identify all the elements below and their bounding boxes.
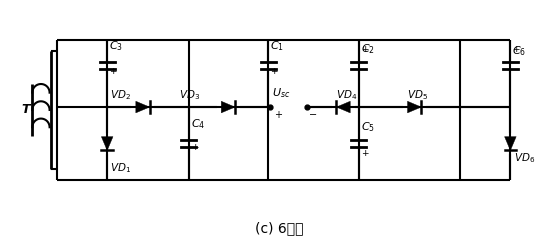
- Text: $C_5$: $C_5$: [361, 120, 375, 134]
- Text: $VD_6$: $VD_6$: [514, 151, 536, 165]
- Polygon shape: [136, 101, 150, 113]
- Text: $C_6$: $C_6$: [512, 44, 527, 58]
- Text: +: +: [274, 110, 282, 120]
- Text: $VD_1$: $VD_1$: [110, 161, 131, 175]
- Text: +: +: [361, 45, 368, 54]
- Text: +: +: [361, 149, 368, 158]
- Polygon shape: [101, 137, 113, 150]
- Text: +: +: [191, 143, 198, 152]
- Text: $VD_3$: $VD_3$: [179, 88, 200, 102]
- Text: (c) 6倍压: (c) 6倍压: [255, 221, 304, 235]
- Text: $VD_2$: $VD_2$: [110, 88, 131, 102]
- Text: +: +: [109, 67, 117, 76]
- Text: $VD_4$: $VD_4$: [335, 88, 357, 102]
- Polygon shape: [505, 137, 516, 150]
- Text: −: −: [309, 110, 317, 120]
- Polygon shape: [337, 101, 350, 113]
- Text: $C_4$: $C_4$: [191, 117, 205, 131]
- Text: $C_3$: $C_3$: [109, 39, 123, 53]
- Text: T: T: [21, 103, 30, 116]
- Text: +: +: [512, 45, 520, 54]
- Text: $C_2$: $C_2$: [361, 42, 375, 56]
- Text: $VD_5$: $VD_5$: [407, 88, 428, 102]
- Text: $C_1$: $C_1$: [271, 39, 285, 53]
- Text: +: +: [271, 67, 278, 76]
- Text: $U_{sc}$: $U_{sc}$: [272, 87, 291, 100]
- Polygon shape: [221, 101, 235, 113]
- Polygon shape: [408, 101, 421, 113]
